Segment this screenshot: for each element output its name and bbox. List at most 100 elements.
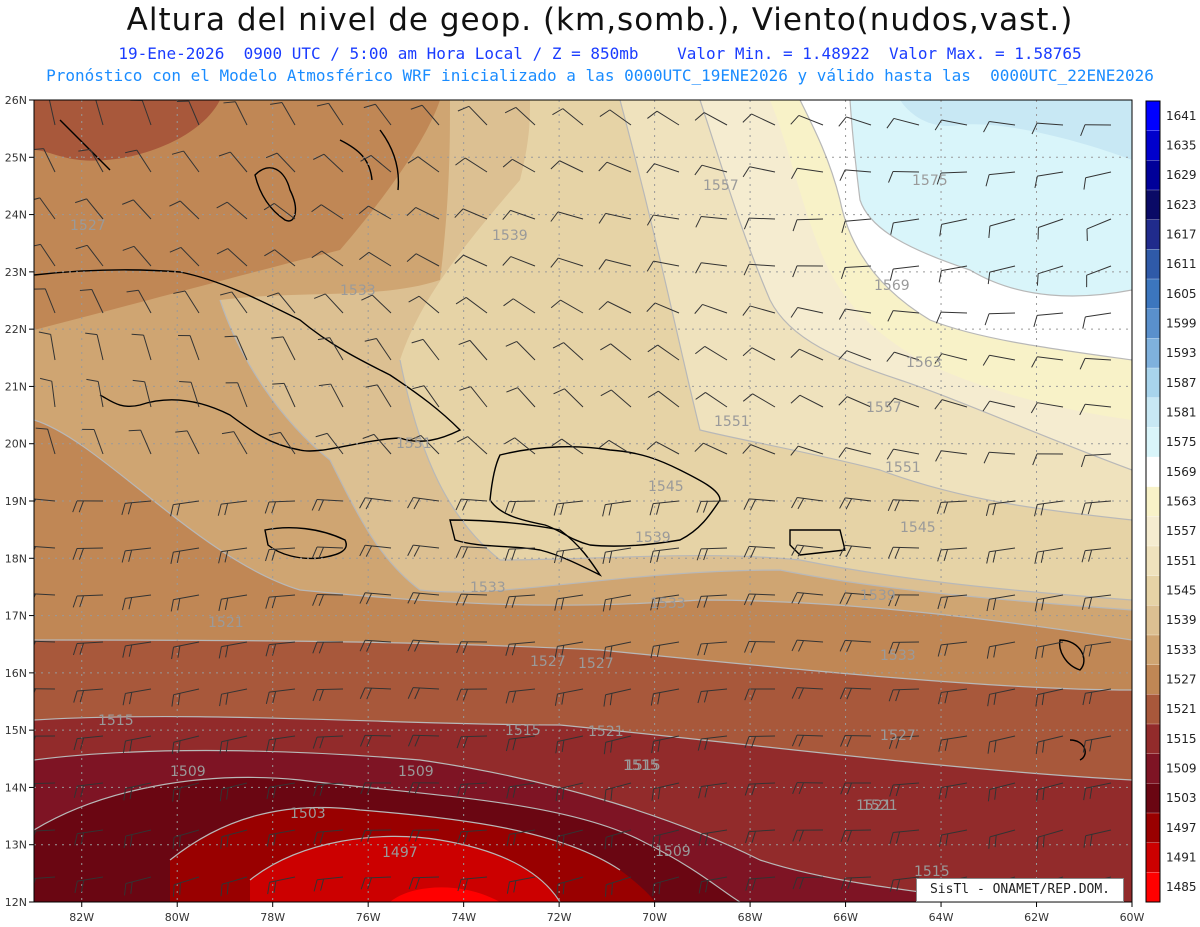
wind-barb [840, 829, 872, 843]
colorbar-swatch [1145, 872, 1161, 903]
wind-barb [838, 396, 872, 408]
wind-barb [646, 441, 680, 455]
wind-barb [553, 500, 584, 516]
lon-label: 72W [547, 911, 572, 924]
wind-barb [694, 442, 728, 455]
wind-barb [412, 385, 440, 408]
wind-barb [988, 829, 1016, 849]
wind-barb [407, 497, 440, 510]
wind-barb [85, 332, 104, 361]
wind-barb [890, 218, 920, 235]
wind-barb [889, 876, 920, 892]
wind-barb [792, 265, 824, 278]
wind-barb [984, 312, 1016, 326]
wind-barb [1034, 594, 1064, 612]
wind-barb [985, 171, 1016, 187]
wind-barb [312, 641, 344, 654]
wind-barb [555, 782, 584, 801]
colorbar-swatch [1145, 516, 1161, 547]
lon-label: 60W [1120, 911, 1145, 924]
colorbar-label: 1509 [1166, 762, 1197, 776]
wind-barb [264, 249, 296, 267]
wind-barb [34, 148, 56, 173]
wind-barb [359, 251, 392, 267]
wind-barb [216, 248, 248, 267]
colorbar-swatch [1145, 664, 1161, 695]
wind-barb [985, 500, 1016, 516]
contour-label: 1533 [880, 648, 916, 664]
wind-barb [506, 876, 536, 894]
wind-barb [506, 829, 536, 847]
wind-barb [937, 547, 968, 562]
wind-barb [75, 198, 104, 220]
colorbar-label: 1635 [1166, 139, 1197, 153]
wind-barb [121, 500, 152, 516]
wind-barb [791, 496, 824, 510]
wind-barb [1035, 688, 1064, 707]
wind-barb [1081, 594, 1112, 610]
wind-barb [360, 734, 392, 747]
wind-barb [171, 150, 200, 173]
colorbar-swatch [1145, 634, 1161, 666]
wind-barb [218, 151, 248, 173]
wind-barb [886, 397, 920, 408]
wind-barb [265, 688, 296, 704]
wind-barb [89, 100, 104, 126]
wind-barb [1031, 122, 1064, 135]
colorbar-label: 1521 [1166, 702, 1197, 716]
wind-barb [888, 641, 920, 654]
lon-label: 76W [356, 911, 381, 924]
wind-barb [744, 688, 776, 701]
wind-barb [695, 262, 728, 274]
colorbar-label: 1605 [1166, 287, 1197, 301]
wind-barb [125, 149, 152, 173]
wind-barb [219, 735, 248, 754]
wind-barb [983, 121, 1016, 133]
lat-label: 15N [5, 724, 27, 737]
wind-barb [554, 594, 584, 611]
contour-label: 1521 [208, 615, 244, 631]
wind-barb [410, 104, 440, 126]
wind-barb [72, 500, 104, 513]
wind-barb [742, 305, 776, 316]
wind-barb [121, 594, 152, 611]
lat-label: 25N [5, 151, 27, 164]
wind-barb [1031, 356, 1064, 368]
wind-barb [456, 782, 488, 796]
contour-label: 1521 [856, 798, 892, 814]
wind-barb [359, 639, 392, 652]
wind-barb [987, 735, 1016, 754]
wind-barb [792, 876, 824, 890]
colorbar-swatch [1145, 308, 1161, 339]
contour-label: 1557 [703, 178, 739, 194]
wind-barb [225, 382, 248, 408]
wind-barb [34, 735, 56, 742]
wind-barb [698, 829, 728, 846]
wind-barb [791, 592, 824, 605]
wind-barb [556, 876, 584, 897]
wind-barb [266, 735, 296, 752]
colorbar-swatch [1145, 545, 1161, 577]
wind-barb [745, 829, 776, 844]
wind-barb [695, 216, 728, 228]
wind-barb [505, 594, 536, 609]
wind-barb [840, 265, 872, 280]
wind-barb [603, 641, 632, 660]
contour-label: 1521 [588, 724, 624, 740]
wind-barb [314, 293, 344, 314]
wind-barb [361, 294, 392, 314]
wind-barb [176, 100, 200, 126]
wind-barb [649, 547, 680, 563]
wind-barb [456, 735, 488, 749]
colorbar-swatch [1145, 249, 1161, 280]
contour-label: 1539 [860, 588, 896, 604]
wind-barb [651, 829, 680, 849]
wind-barb [791, 544, 824, 557]
wind-barb [408, 876, 440, 890]
wind-barb [742, 347, 776, 361]
colorbar-label: 1563 [1166, 495, 1197, 509]
lat-label: 17N [5, 610, 27, 623]
wind-barb [841, 218, 872, 233]
wind-barb [743, 498, 776, 511]
wind-barb [743, 545, 776, 558]
